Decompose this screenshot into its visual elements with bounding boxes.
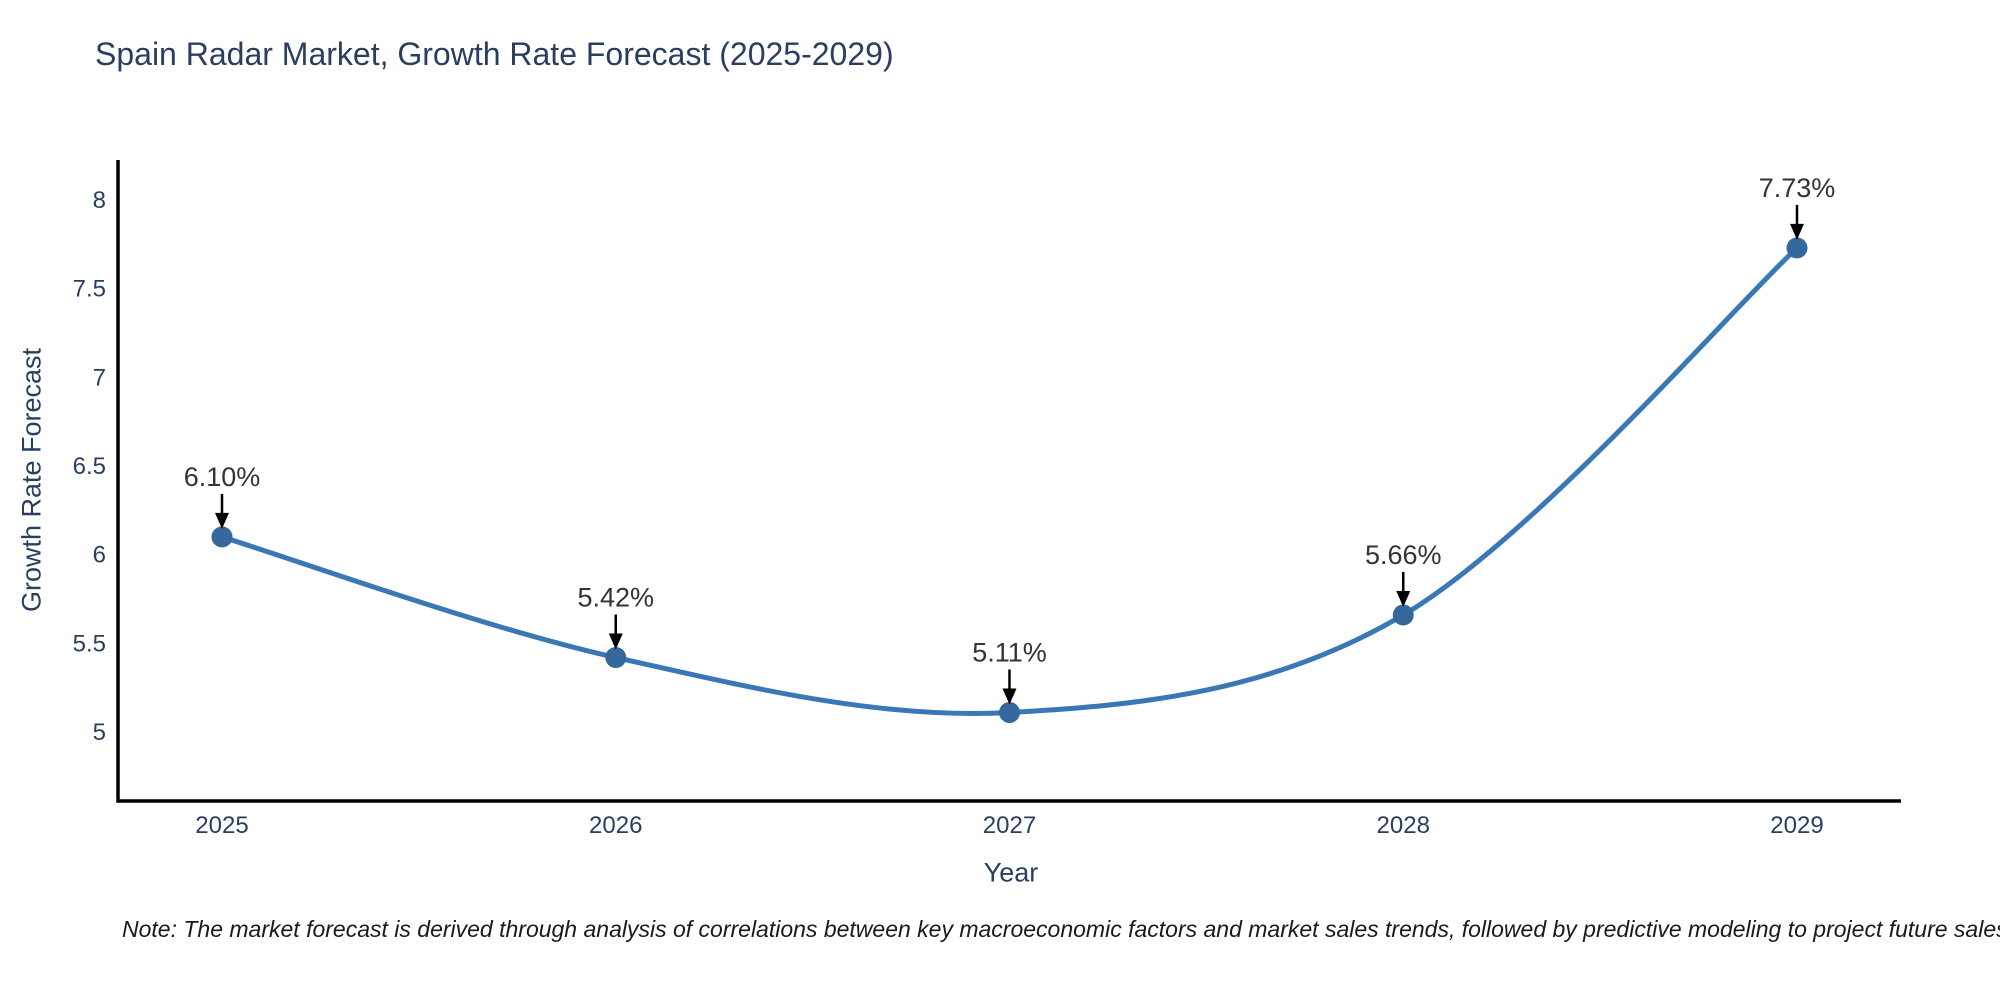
y-tick-label: 5 <box>93 719 106 746</box>
x-tick-label: 2027 <box>983 812 1036 839</box>
data-point-marker-2027 <box>999 701 1020 723</box>
data-point-marker-2025 <box>211 526 233 548</box>
data-point-label-2027: 5.11% <box>972 637 1047 667</box>
x-tick-label: 2029 <box>1770 812 1823 839</box>
data-point-label-2026: 5.42% <box>577 583 654 613</box>
data-point-marker-2029 <box>1786 237 1808 259</box>
y-tick-label: 6.5 <box>73 453 106 480</box>
data-point-label-2028: 5.66% <box>1365 540 1442 570</box>
data-point-label-2029: 7.73% <box>1759 173 1836 203</box>
annotation-arrowhead-2027 <box>1002 688 1017 705</box>
y-tick-label: 7.5 <box>73 276 106 303</box>
x-axis-title: Year <box>983 857 1039 888</box>
x-tick-label: 2026 <box>589 812 642 839</box>
y-tick-label: 7 <box>93 364 106 391</box>
x-tick-label: 2025 <box>195 812 248 839</box>
footnote: Note: The market forecast is derived thr… <box>122 916 2000 942</box>
y-tick-label: 8 <box>93 187 106 214</box>
data-point-marker-2028 <box>1392 604 1414 626</box>
y-tick-label: 6 <box>93 542 106 569</box>
data-point-label-2025: 6.10% <box>184 462 261 492</box>
annotation-arrowhead-2028 <box>1396 590 1411 607</box>
data-point-marker-2026 <box>605 647 627 669</box>
annotation-arrowhead-2025 <box>215 512 229 529</box>
y-tick-label: 5.5 <box>73 630 106 657</box>
annotation-arrowhead-2026 <box>608 633 623 650</box>
chart-title: Spain Radar Market, Growth Rate Forecast… <box>95 36 894 72</box>
x-tick-label: 2028 <box>1377 812 1430 839</box>
axis-lines <box>116 160 1901 803</box>
annotation-arrowhead-2029 <box>1790 223 1804 240</box>
